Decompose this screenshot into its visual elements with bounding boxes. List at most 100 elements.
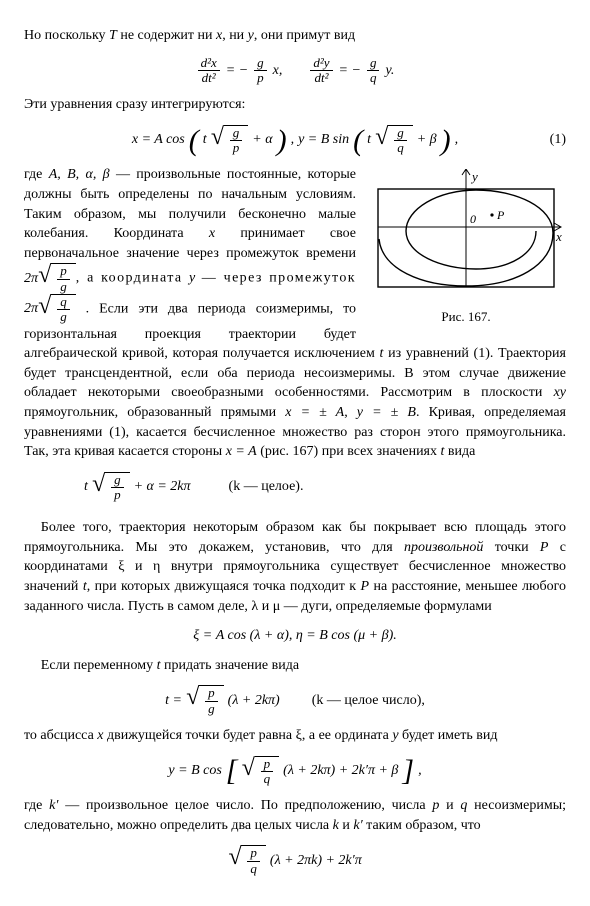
t2: не содержит ни [117, 28, 216, 43]
eq1-eq1: = − [226, 61, 248, 81]
eq6-sd: q [261, 772, 274, 786]
rparen-icon: ) [441, 127, 451, 154]
fig-P-label: P [496, 208, 505, 222]
sqrt-icon: √ [38, 294, 51, 325]
lbracket-icon: [ [226, 757, 238, 784]
eq2-s1d: p [230, 141, 243, 155]
eq3-tl: + α = 2kπ [134, 477, 191, 497]
sqrt-icon: √ [211, 125, 224, 156]
p4P2: P [361, 579, 370, 594]
p7a: где [24, 798, 49, 813]
eq2-label: (1) [550, 130, 566, 150]
lparen-icon: ( [353, 127, 363, 154]
eq5-p: t = [165, 691, 182, 711]
eq1-l2n: d²y [310, 56, 332, 71]
eq2-t2: t [367, 130, 371, 150]
p3xA: x = ± A [285, 405, 344, 420]
para-2: Эти уравнения сразу интегрируются: [24, 95, 566, 115]
equation-4: ξ = A cos (λ + α), η = B cos (μ + β). [24, 626, 566, 646]
eq5-sn: p [205, 686, 218, 701]
p6c: будет иметь вид [399, 728, 498, 743]
p3pi1d: g [57, 280, 70, 294]
para-6: то абсцисса x движущейся точки будет рав… [24, 726, 566, 746]
eq6-sn: p [261, 757, 274, 772]
sqrt-icon: √ [92, 472, 105, 503]
eq5-tl: (λ + 2kπ) [228, 691, 280, 711]
p5b: придать значение вида [161, 658, 300, 673]
eq1-t2: y. [385, 61, 394, 81]
p4b: точки [483, 540, 540, 555]
eq1-l1n: d²x [198, 56, 220, 71]
eq2-s2d: q [394, 141, 407, 155]
eq1-t1: x, [273, 61, 283, 81]
para-intro: Но поскольку T не содержит ни x, ни y, о… [24, 26, 566, 46]
p3j: , [344, 405, 357, 420]
p3e: , а координата [76, 271, 189, 286]
p3l: (рис. 167) при всех значениях [257, 444, 441, 459]
eq7-sd: q [247, 862, 260, 876]
p7and2: и [339, 818, 354, 833]
eq2-pb: + β [417, 130, 437, 150]
eq2-pa: + α [252, 130, 272, 150]
p3m: вида [444, 444, 475, 459]
eq5-sd: g [205, 702, 218, 716]
p3b: A, B, α, β [49, 167, 110, 182]
p3pi1n: p [57, 264, 70, 279]
equation-2: x = A cos ( t √gp + α ) , y = B sin ( t … [24, 125, 566, 156]
eq3-t: t [84, 477, 88, 497]
p3i: прямоугольник, образованный прямыми [24, 405, 285, 420]
fig-y-label: y [470, 169, 478, 184]
sqrt-icon: √ [228, 845, 241, 876]
eq2-p2: y = B sin [298, 130, 349, 150]
p6a: то абсцисса [24, 728, 97, 743]
p3pi2n: q [57, 295, 70, 310]
eq7-sn: p [247, 846, 260, 861]
figure-svg: P 0 y x [366, 169, 566, 299]
eq3-sn: g [111, 473, 124, 488]
t4: , они примут вид [254, 28, 355, 43]
p3a: где [24, 167, 49, 182]
p3xA2: x = A [226, 444, 257, 459]
eq2-s2n: g [394, 126, 407, 141]
p7b: — произвольное целое число. По предполож… [58, 798, 432, 813]
equation-1: d²xdt² = − gp x, d²ydt² = − gq y. [24, 56, 566, 86]
eq2-p1: x = A cos [132, 130, 185, 150]
p7and: и [439, 798, 460, 813]
p3pi2d: g [57, 310, 70, 324]
equation-6: y = B cos [ √pq (λ + 2kπ) + 2k′π + β ] , [24, 756, 566, 787]
eq3-sd: p [111, 488, 124, 502]
p4em: произвольной [404, 540, 483, 555]
p3f: — через промежуток [195, 271, 356, 286]
figure-167: P 0 y x Рис. 167. [366, 169, 566, 326]
figure-caption: Рис. 167. [366, 308, 566, 326]
eq1-r1n: g [254, 56, 267, 71]
eq1-r2d: q [367, 71, 380, 85]
t1: Но поскольку [24, 28, 109, 43]
p3yB: y = ± B [357, 405, 416, 420]
equation-3: t √gp + α = 2kπ (k — целое). [24, 472, 566, 503]
lparen-icon: ( [189, 127, 199, 154]
rbracket-icon: ] [402, 757, 414, 784]
para-4: Более того, траектория некоторым образом… [24, 518, 566, 616]
equation-5: t = √pg (λ + 2kπ) (k — целое число), [24, 685, 566, 716]
eq6-in: (λ + 2kπ) + 2k′π + β [283, 761, 398, 781]
sqrt-icon: √ [186, 685, 199, 716]
p6b: движущейся точки будет равна ξ, а ее орд… [104, 728, 393, 743]
para-7: где k′ — произвольное целое число. По пр… [24, 796, 566, 835]
p3g: . Если эти два периода соизмеримы, то го… [24, 301, 380, 361]
equation-7: √pq (λ + 2πk) + 2k′π [24, 845, 566, 876]
eq1-r1d: p [254, 71, 267, 85]
p7kp2: k′ [353, 818, 362, 833]
eq1-l1d: dt² [198, 71, 220, 85]
p3pi2p: 2π [24, 301, 38, 316]
eq1-r2n: g [367, 56, 380, 71]
rparen-icon: ) [277, 127, 287, 154]
sqrt-icon: √ [375, 125, 388, 156]
eq6-p: y = B cos [168, 761, 221, 781]
p3xy: xy [554, 385, 566, 400]
eq2-s1n: g [230, 126, 243, 141]
sqrt-icon: √ [38, 263, 51, 294]
sym-T: T [109, 28, 117, 43]
eq2-t1: t [203, 130, 207, 150]
fig-O-label: 0 [470, 212, 476, 226]
